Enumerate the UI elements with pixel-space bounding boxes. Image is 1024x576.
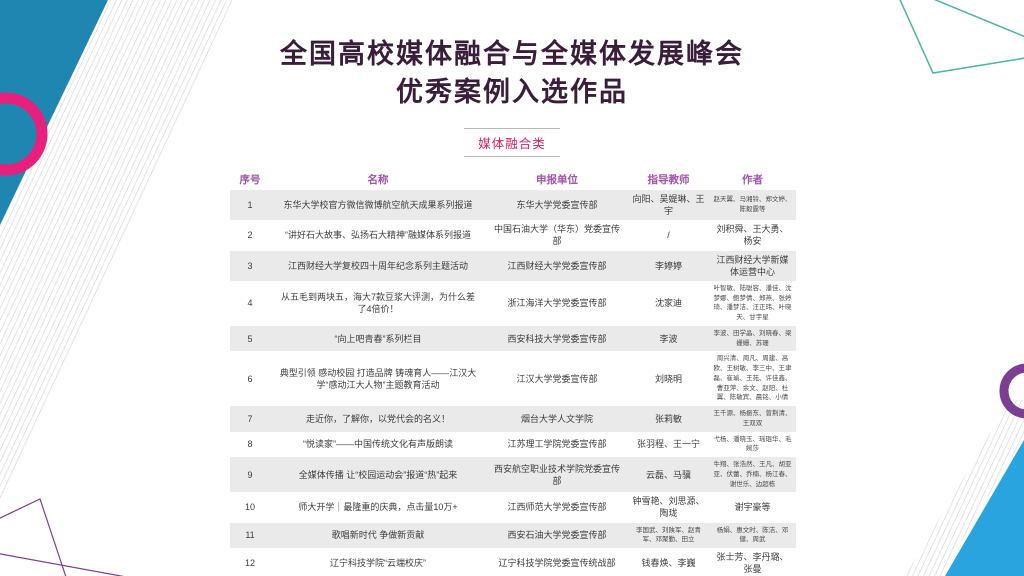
slide-title: 全国高校媒体融合与全媒体发展峰会 优秀案例入选作品: [0, 36, 1024, 112]
cell-author: 杨娟、惠文时、陈洁、邓健、周武: [716, 526, 789, 544]
header-cell-unit: 申报单位: [536, 173, 578, 186]
cell-name: 辽宁科技学院“云端校庆”: [330, 558, 426, 569]
cell-name: 东华大学校官方微信微博航空航天成果系列报道: [283, 200, 473, 211]
cell-teacher: 沈家迪: [654, 298, 682, 309]
cell-unit: 辽宁科技学院党委宣传统战部: [498, 558, 616, 569]
header-cell-author: 作者: [742, 173, 763, 186]
cell-unit: 西安石油大学党委宣传部: [507, 530, 607, 541]
cell-index: 4: [247, 298, 253, 309]
cell-teacher: 钱春焕、李巍: [641, 558, 696, 569]
cell-unit: 江西财经大学党委宣传部: [507, 260, 607, 271]
cell-teacher: 钟雪艳、刘思源、陶珑: [632, 496, 705, 519]
cell-teacher: 李国武、刘陕军、赵青军、邓聚勤、田立: [636, 526, 701, 544]
cell-name: 师大开学｜最隆重的庆典，点击量10万+: [298, 502, 458, 513]
table-row: 5 “向上吧青春”系列栏目 西安科技大学党委宣传部 李波 李波、田学晶、刘晓春、梁姗姗、…: [230, 325, 796, 352]
cell-teacher: 张莉敏: [654, 413, 682, 424]
table-row: 8 “悦读家”——中国传统文化有声版朗读 江苏理工学院党委宣传部 张羽程、王一宁 弋杨、…: [230, 432, 796, 458]
cell-unit: 浙江海洋大学党委宣传部: [507, 298, 607, 309]
cell-name: 走近你，了解你，以党代会的名义！: [305, 413, 450, 424]
header-cell-teacher: 指导教师: [647, 173, 690, 186]
cell-index: 1: [247, 200, 253, 211]
cell-unit: 江苏理工学院党委宣传部: [507, 439, 607, 450]
cell-author: 李波、田学晶、刘晓春、梁姗姗、苏珊: [713, 329, 792, 347]
cell-index: 11: [245, 530, 255, 541]
cell-unit: 烟台大学人文学院: [520, 413, 593, 424]
cell-teacher: 向阳、吴媞琳、王宇: [632, 194, 705, 217]
cell-name: 全媒体传播 让“校园运动会”报道“热”起来: [298, 469, 458, 480]
cell-author: 牛翔、张浩然、王凡、胡亚亚、伏蕾、乔楠、杨江春、谢世乐、边超栋: [713, 461, 792, 488]
cell-name: 江西财经大学复校四十周年纪念系列主题活动: [287, 260, 468, 271]
cell-teacher: 张羽程、王一宁: [636, 439, 700, 450]
table-row: 7 走近你，了解你，以党代会的名义！ 烟台大学人文学院 张莉敏 王千源、杨振东、曾荆清、…: [230, 406, 796, 432]
table-row: 1 东华大学校官方微信微博航空航天成果系列报道 东华大学党委宣传部 向阳、吴媞琳、王宇…: [230, 190, 796, 221]
slide-title-line1: 全国高校媒体融合与全媒体发展峰会: [280, 39, 744, 69]
cell-name: “向上吧青春”系列栏目: [334, 333, 422, 344]
slide-title-line2: 优秀案例入选作品: [396, 76, 628, 107]
cell-name: 歌唱新时代 争做新贡献: [331, 530, 425, 541]
cell-index: 9: [247, 469, 253, 480]
cell-index: 10: [244, 502, 255, 513]
cell-name: 从五毛到两块五，海大7款豆浆大评测，为什么差了4倍价！: [280, 292, 475, 315]
cell-unit: 中国石油大学（华东）党委宣传部: [493, 224, 620, 247]
cell-author: 叶智敏、陆聪容、潘佳、沈梦娜、鲍梦倩、郑燕、张婷琦、潘梦洁、汪正玮、叶晓天、甘宇…: [713, 284, 792, 322]
cell-index: 8: [247, 439, 253, 450]
cell-teacher: 李波: [659, 333, 678, 344]
cell-teacher: 李婷婷: [654, 260, 682, 271]
awards-table: 序号 名称 申报单位 指导教师 作者 1 东华大学校官方微信微博航空航天成果系列报…: [230, 168, 796, 576]
cell-name: “悦读家”——中国传统文化有声版朗读: [303, 439, 453, 450]
cell-index: 7: [247, 413, 253, 424]
table-row: 2 “讲好石大故事、弘扬石大精神”融媒体系列报道 中国石油大学（华东）党委宣传部 / 刘…: [230, 220, 796, 250]
header-cell-name: 名称: [367, 173, 389, 186]
cell-name: 典型引领 感动校园 打造品牌 铸魂育人——江汉大学“感动江大人物”主题教育活动: [279, 367, 477, 390]
table-row: 11 歌唱新时代 争做新贡献 西安石油大学党委宣传部 李国武、刘陕军、赵青军、邓聚勤、…: [230, 522, 796, 549]
table-header-row: 序号 名称 申报单位 指导教师 作者: [230, 168, 796, 190]
cell-teacher: 云磊、马骥: [645, 469, 691, 480]
cell-author: 赵天翼、马湘铃、郑文婷、陈毅霆等: [713, 196, 792, 214]
cell-unit: 江西师范大学党委宣传部: [507, 502, 607, 513]
cell-author: 谢宇豪等: [734, 502, 771, 513]
cell-unit: 西安科技大学党委宣传部: [507, 333, 607, 344]
cell-unit: 东华大学党委宣传部: [516, 200, 598, 211]
cell-author: 张士芳、李丹璐、张曼: [716, 552, 789, 575]
cell-unit: 江汉大学党委宣传部: [516, 373, 598, 384]
cell-teacher: /: [667, 230, 670, 241]
cell-author: 王千源、杨振东、曾荆清、王双双: [713, 410, 792, 427]
cell-author: 江西财经大学新媒体运营中心: [716, 254, 789, 277]
table-row: 12 辽宁科技学院“云端校庆” 辽宁科技学院党委宣传统战部 钱春焕、李巍 张士芳、李丹璐…: [230, 548, 796, 576]
cell-unit: 西安航空职业技术学院党委宣传部: [493, 463, 620, 486]
cell-name: “讲好石大故事、弘扬石大精神”融媒体系列报道: [285, 230, 471, 241]
cell-index: 6: [247, 373, 253, 384]
category-badge: 媒体融合类: [464, 128, 560, 157]
table-row: 6 典型引领 感动校园 打造品牌 铸魂育人——江汉大学“感动江大人物”主题教育活动…: [230, 351, 796, 406]
table-row: 4 从五毛到两块五，海大7款豆浆大评测，为什么差了4倍价！ 浙江海洋大学党委宣传部 沈…: [230, 281, 796, 326]
cell-index: 12: [244, 558, 255, 569]
table-row: 9 全媒体传播 让“校园运动会”报道“热”起来 西安航空职业技术学院党委宣传部 云磊、…: [230, 457, 796, 493]
table-row: 3 江西财经大学复校四十周年纪念系列主题活动 江西财经大学党委宣传部 李婷婷 江西财经大…: [230, 250, 796, 281]
cell-index: 5: [247, 333, 253, 344]
cell-teacher: 刘晓明: [654, 373, 682, 384]
cell-author: 刘积舜、王大勇、杨安: [716, 224, 789, 247]
cell-author: 弋杨、潘晓玉、瑶琨华、毛婉莎: [713, 435, 792, 453]
table-body: 1 东华大学校官方微信微博航空航天成果系列报道 东华大学党委宣传部 向阳、吴媞琳、王宇…: [230, 190, 796, 576]
table-row: 10 师大开学｜最隆重的庆典，点击量10万+ 江西师范大学党委宣传部 钟雪艳、刘思源、…: [230, 492, 796, 522]
header-cell-index: 序号: [239, 173, 261, 186]
cell-index: 3: [247, 260, 253, 271]
cell-author: 周兴清、周凡、周建、高欧、王树敏、李三中、王聿磊、崔瑜、王苑、许佳鑫、曹亚萍、余…: [713, 355, 792, 402]
cell-index: 2: [247, 230, 253, 241]
